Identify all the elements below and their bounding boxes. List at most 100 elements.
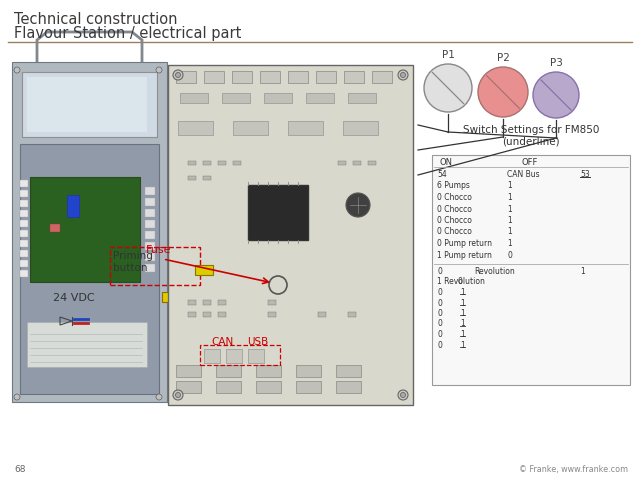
Bar [233,121,268,135]
Bar [145,231,155,239]
Bar [432,155,630,385]
Text: 54: 54 [437,170,447,179]
Bar [67,195,79,217]
Text: 0: 0 [437,320,442,328]
Bar [50,224,60,232]
Bar [176,71,196,83]
Text: Switch Settings for FM850: Switch Settings for FM850 [463,125,599,135]
Bar [20,180,28,187]
Bar [200,345,280,365]
Text: CAN: CAN [212,337,234,347]
Text: 0: 0 [507,251,512,260]
Bar [318,312,326,317]
Bar [204,71,224,83]
Circle shape [533,72,579,118]
Bar [20,260,28,267]
Bar [288,121,323,135]
Text: 0: 0 [457,277,462,287]
Bar [20,190,28,197]
Bar [110,247,200,285]
Bar [20,240,28,247]
Bar [188,300,196,305]
Bar [145,253,155,261]
Bar [256,381,281,393]
Text: CAN Bus: CAN Bus [507,170,540,179]
Bar [203,300,211,305]
Text: 0 Pump return: 0 Pump return [437,239,492,248]
Bar [145,209,155,217]
Text: 0: 0 [437,267,442,276]
Bar [145,187,155,195]
Bar [20,270,28,277]
Text: 0 Chocco: 0 Chocco [437,216,472,225]
Bar [232,71,252,83]
Bar [233,161,241,165]
Text: 1: 1 [507,216,512,225]
Bar [296,381,321,393]
Bar [20,144,159,394]
Circle shape [401,72,406,77]
Text: 0: 0 [437,309,442,318]
Bar [20,210,28,217]
Text: Priming: Priming [113,251,153,261]
Circle shape [173,70,183,80]
Bar [203,312,211,317]
Bar [268,300,276,305]
Bar [203,176,211,180]
Text: Technical construction: Technical construction [14,12,177,27]
Text: 6 Pumps: 6 Pumps [437,181,470,191]
Circle shape [156,394,162,400]
Bar [27,77,147,132]
Bar [343,121,378,135]
Bar [348,93,376,103]
Text: OFF: OFF [522,158,538,167]
Text: 1: 1 [460,320,465,328]
Bar [180,93,208,103]
Circle shape [398,70,408,80]
Bar [203,161,211,165]
Bar [288,71,308,83]
Text: P3: P3 [550,58,563,68]
Text: P2: P2 [497,53,509,63]
Text: 1: 1 [507,239,512,248]
Bar [20,230,28,237]
Text: 0: 0 [437,288,442,297]
Bar [336,381,361,393]
Bar [348,312,356,317]
Bar [145,264,155,272]
Bar [353,161,361,165]
Text: © Franke, www.franke.com: © Franke, www.franke.com [519,465,628,474]
Bar [338,161,346,165]
Bar [248,185,308,240]
Bar [226,349,242,363]
Text: 0 Chocco: 0 Chocco [437,193,472,202]
Text: 1: 1 [460,309,465,318]
Bar [218,161,226,165]
Text: ON: ON [440,158,453,167]
Text: 1: 1 [580,267,585,276]
Bar [20,220,28,227]
Circle shape [14,67,20,73]
Bar [145,220,155,228]
Bar [176,381,201,393]
Bar [336,365,361,377]
Polygon shape [12,62,167,402]
Text: Fuse: Fuse [146,245,172,255]
Bar [20,250,28,257]
Text: 0: 0 [437,299,442,308]
Text: (underline): (underline) [502,137,560,147]
Bar [264,93,292,103]
Circle shape [175,393,180,397]
Text: button: button [113,263,147,273]
Bar [218,300,226,305]
Text: 0 Chocco: 0 Chocco [437,204,472,214]
Circle shape [14,394,20,400]
Bar [188,176,196,180]
Bar [256,365,281,377]
Text: 1: 1 [460,330,465,339]
Text: 1: 1 [460,288,465,297]
Bar [248,349,264,363]
Text: 0: 0 [437,340,442,349]
Bar [268,312,276,317]
Bar [216,365,241,377]
